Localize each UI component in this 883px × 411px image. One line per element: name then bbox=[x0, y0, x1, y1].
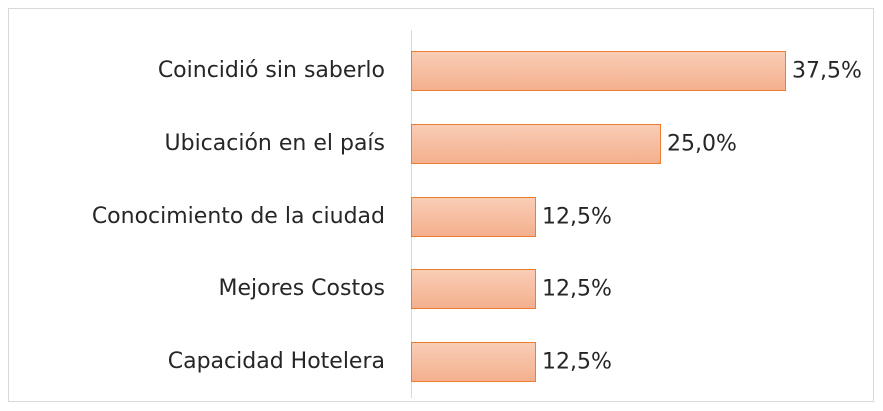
category-text: Mejores Costos bbox=[218, 276, 385, 302]
category-label: Conocimiento de la ciudad bbox=[60, 203, 385, 231]
value-label: 37,5% bbox=[792, 58, 862, 84]
value-label: 25,0% bbox=[667, 131, 737, 157]
bar bbox=[411, 341, 536, 382]
category-label: Mejores Costos bbox=[60, 275, 385, 303]
chart-frame bbox=[8, 8, 874, 402]
bar bbox=[411, 269, 536, 310]
category-text: Coincidió sin saberlo bbox=[157, 58, 385, 84]
category-label: Coincidió sin saberlo bbox=[60, 57, 385, 85]
bar bbox=[411, 51, 786, 92]
category-text: Conocimiento de la ciudad bbox=[91, 203, 385, 229]
bar bbox=[411, 123, 661, 164]
category-label: Capacidad Hotelera bbox=[60, 348, 385, 376]
value-label: 12,5% bbox=[542, 349, 612, 375]
value-label: 12,5% bbox=[542, 276, 612, 302]
category-label: Ubicación en el país bbox=[60, 130, 386, 158]
bar bbox=[411, 196, 536, 237]
category-text: Ubicación en el país bbox=[164, 130, 386, 156]
category-text: Capacidad Hotelera bbox=[167, 348, 385, 374]
value-label: 12,5% bbox=[542, 204, 612, 229]
